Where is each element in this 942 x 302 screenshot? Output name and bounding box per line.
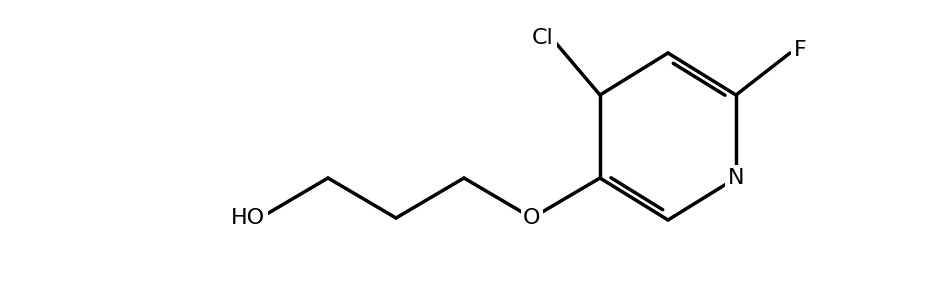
Text: F: F: [793, 40, 806, 60]
Text: Cl: Cl: [532, 28, 554, 48]
Text: N: N: [728, 168, 744, 188]
Text: HO: HO: [231, 208, 265, 228]
Text: O: O: [523, 208, 541, 228]
